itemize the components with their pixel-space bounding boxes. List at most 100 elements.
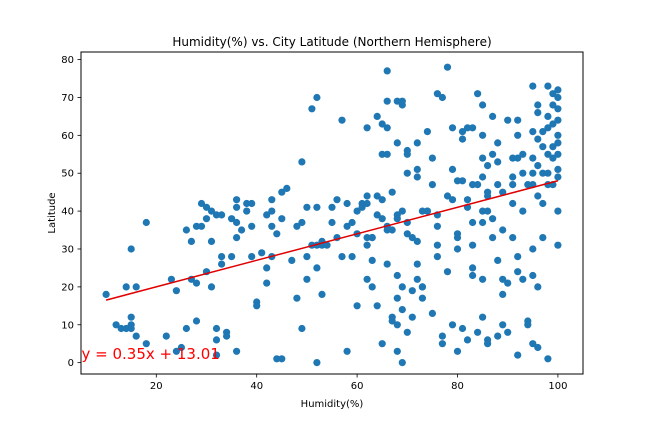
data-point (539, 128, 547, 136)
data-point (263, 264, 271, 272)
data-point (544, 82, 552, 90)
data-point (413, 165, 421, 173)
data-point (549, 90, 557, 98)
data-point (218, 253, 226, 261)
data-point (187, 237, 195, 245)
data-point (248, 199, 256, 208)
data-point (298, 324, 306, 333)
data-point (378, 215, 386, 223)
data-point (398, 359, 406, 367)
data-point (423, 128, 431, 136)
data-point (549, 154, 557, 162)
data-point (524, 181, 532, 189)
data-point (248, 253, 256, 261)
data-point (514, 268, 522, 276)
data-point (218, 211, 226, 219)
data-point (172, 347, 180, 355)
data-point (212, 324, 221, 333)
data-point (549, 143, 557, 151)
data-point (408, 234, 416, 242)
data-point (378, 196, 386, 204)
data-point (238, 226, 246, 234)
data-point (278, 215, 286, 223)
data-point (554, 165, 562, 173)
data-point (479, 154, 487, 162)
data-point (323, 241, 331, 249)
data-point (132, 283, 140, 291)
regression-line-group (105, 180, 559, 301)
data-point (494, 256, 502, 264)
data-point (443, 192, 452, 200)
data-point (463, 124, 472, 132)
data-point (313, 93, 321, 102)
data-point (142, 340, 150, 348)
x-tick-label: 80 (451, 381, 464, 392)
data-point (418, 207, 426, 215)
data-point (534, 162, 542, 170)
data-point (413, 237, 421, 245)
y-tick-label: 20 (61, 282, 74, 293)
data-point (474, 328, 482, 336)
data-point (338, 116, 346, 124)
data-point (393, 294, 401, 302)
data-point (122, 324, 130, 333)
data-point (393, 347, 401, 355)
data-point (489, 234, 497, 242)
data-point (438, 93, 446, 102)
data-point (469, 181, 477, 189)
data-point (283, 184, 291, 192)
data-point (233, 347, 241, 355)
x-tick-label: 60 (351, 381, 364, 392)
data-point (448, 165, 457, 173)
data-point (162, 332, 170, 340)
data-point (514, 253, 522, 261)
y-tick-label: 40 (61, 207, 74, 218)
data-point (484, 207, 492, 215)
regression-line (105, 180, 559, 301)
data-point (438, 332, 446, 340)
data-point (408, 287, 416, 295)
data-point (514, 116, 522, 124)
y-tick-label: 60 (61, 131, 74, 142)
data-point (353, 302, 361, 310)
data-point (479, 218, 487, 227)
data-point (544, 124, 552, 132)
data-point (509, 173, 517, 181)
data-point (494, 332, 502, 340)
data-point (258, 249, 266, 257)
data-point (529, 245, 537, 253)
data-point (433, 253, 441, 261)
data-point (554, 105, 562, 113)
data-point (413, 260, 421, 268)
data-point (463, 336, 472, 344)
data-point (469, 241, 477, 249)
data-point (463, 196, 472, 204)
data-point (373, 211, 381, 219)
data-point (413, 139, 421, 147)
y-tick-label: 70 (61, 93, 74, 104)
data-point (458, 128, 467, 136)
data-point (313, 264, 321, 272)
data-point (207, 237, 216, 245)
plot-frame (80, 51, 584, 375)
data-point (499, 290, 507, 298)
y-axis: 0 10 20 30 40 50 60 70 80 (61, 55, 81, 369)
data-point (303, 253, 311, 261)
data-point (388, 188, 396, 196)
data-point (489, 215, 497, 223)
data-point (509, 154, 517, 162)
data-point (363, 192, 371, 200)
data-point (383, 150, 391, 158)
data-point (544, 169, 552, 177)
data-point (117, 324, 125, 333)
data-point (378, 150, 386, 158)
data-point (192, 279, 201, 287)
data-point (519, 169, 527, 177)
data-point (433, 241, 441, 249)
data-point (499, 275, 507, 283)
data-point (529, 271, 537, 280)
data-point (453, 234, 462, 242)
data-point (529, 169, 537, 177)
data-point (509, 234, 517, 242)
data-point (438, 340, 446, 348)
